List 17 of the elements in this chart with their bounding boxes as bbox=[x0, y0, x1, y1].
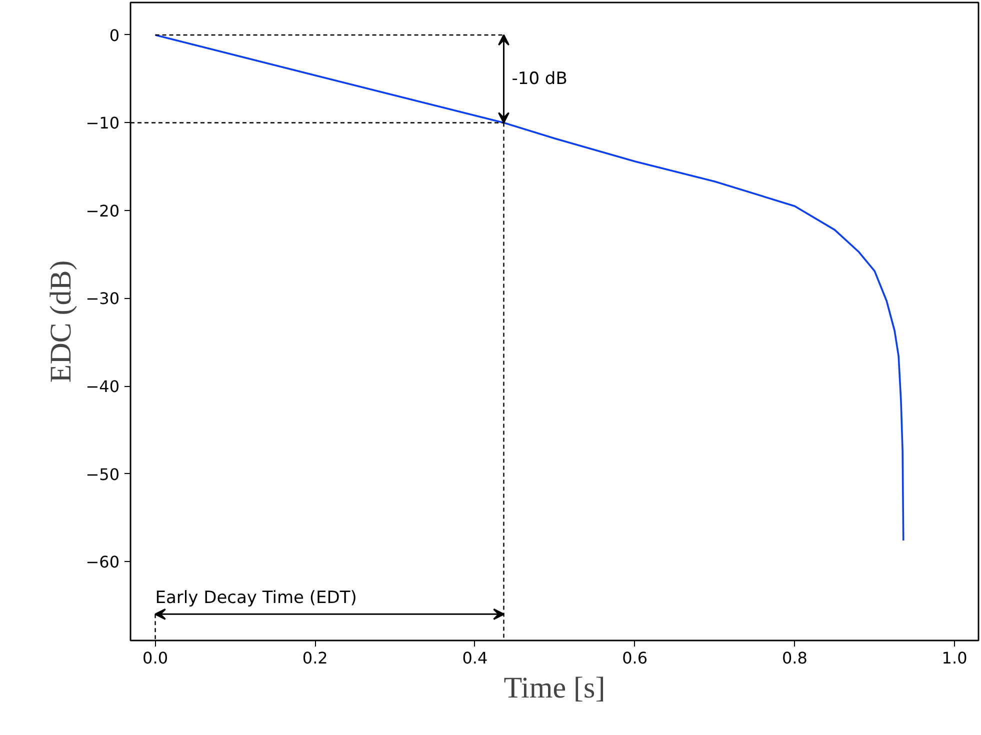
x-tick-label: 0.0 bbox=[142, 648, 168, 668]
x-tick-label: 0.8 bbox=[782, 648, 808, 668]
x-tick-label: 0.2 bbox=[302, 648, 328, 668]
y-tick-label: 0 bbox=[109, 26, 120, 45]
annotation: -10 dB bbox=[512, 68, 568, 89]
y-tick-label: −10 bbox=[86, 114, 120, 133]
y-tick-label: −60 bbox=[86, 552, 120, 572]
y-tick-label: −50 bbox=[86, 464, 120, 484]
y-axis-title: EDC (dB) bbox=[44, 260, 78, 383]
annotation: Early Decay Time (EDT) bbox=[155, 588, 357, 608]
y-tick-label: −30 bbox=[86, 289, 120, 308]
y-tick-label: −20 bbox=[86, 201, 120, 220]
x-tick-label: 0.6 bbox=[622, 648, 648, 668]
x-tick-label: 0.4 bbox=[462, 648, 488, 668]
y-tick-label: −40 bbox=[86, 377, 120, 396]
x-tick-label: 1.0 bbox=[942, 648, 968, 668]
x-axis-title: Time [s] bbox=[504, 672, 606, 704]
